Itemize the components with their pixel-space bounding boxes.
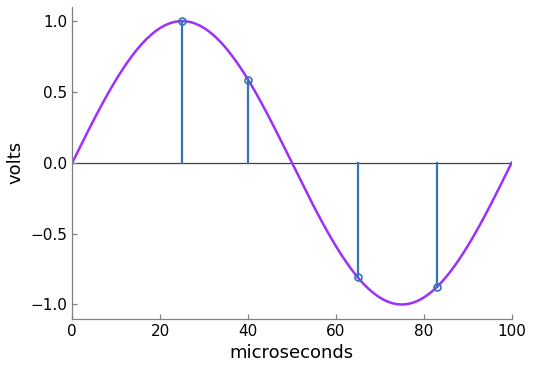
Y-axis label: volts: volts — [7, 141, 25, 184]
X-axis label: microseconds: microseconds — [230, 344, 354, 362]
